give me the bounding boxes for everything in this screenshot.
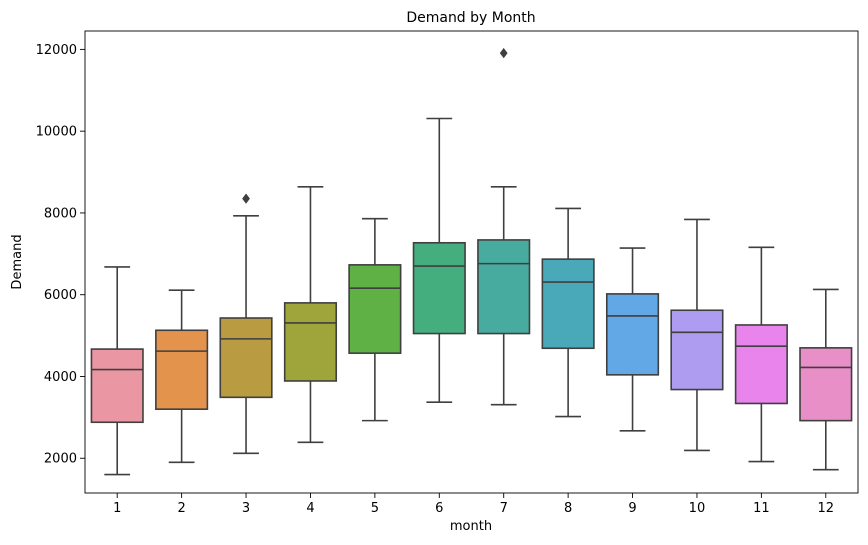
- box-1: [90, 348, 144, 424]
- x-tick-label: 2: [177, 501, 185, 516]
- box-10: [670, 309, 724, 391]
- x-tick-label: 9: [628, 501, 636, 516]
- box-8: [541, 258, 595, 350]
- y-tick-label: 2000: [44, 452, 77, 467]
- box-12: [799, 347, 853, 422]
- box-5: [348, 264, 402, 354]
- x-tick-label: 6: [435, 501, 443, 516]
- x-tick-label: 7: [500, 501, 508, 516]
- plot-frame: [84, 30, 859, 494]
- y-tick-label: 6000: [44, 288, 77, 303]
- box-4: [283, 302, 338, 382]
- chart-title: Demand by Month: [406, 10, 535, 26]
- x-axis-title: month: [450, 519, 492, 534]
- x-tick-label: 10: [689, 501, 706, 516]
- box-2: [155, 329, 209, 410]
- y-tick-label: 4000: [44, 370, 77, 385]
- y-axis-title: Demand: [10, 234, 25, 289]
- outlier-point: [242, 193, 250, 204]
- y-tick-label: 10000: [36, 125, 77, 140]
- box-6: [412, 241, 466, 335]
- x-tick-label: 1: [113, 501, 121, 516]
- y-tick-label: 8000: [44, 206, 77, 221]
- box-3: [219, 317, 273, 399]
- y-tick-label: 12000: [36, 43, 77, 58]
- x-tick-label: 8: [564, 501, 572, 516]
- x-tick-label: 11: [753, 501, 770, 516]
- outlier-point: [499, 47, 508, 59]
- box-11: [734, 324, 788, 405]
- box-7: [477, 239, 531, 335]
- box-9: [605, 293, 660, 376]
- x-tick-label: 3: [242, 501, 250, 516]
- x-tick-label: 5: [371, 501, 379, 516]
- x-tick-label: 4: [306, 501, 314, 516]
- x-tick-label: 12: [818, 501, 835, 516]
